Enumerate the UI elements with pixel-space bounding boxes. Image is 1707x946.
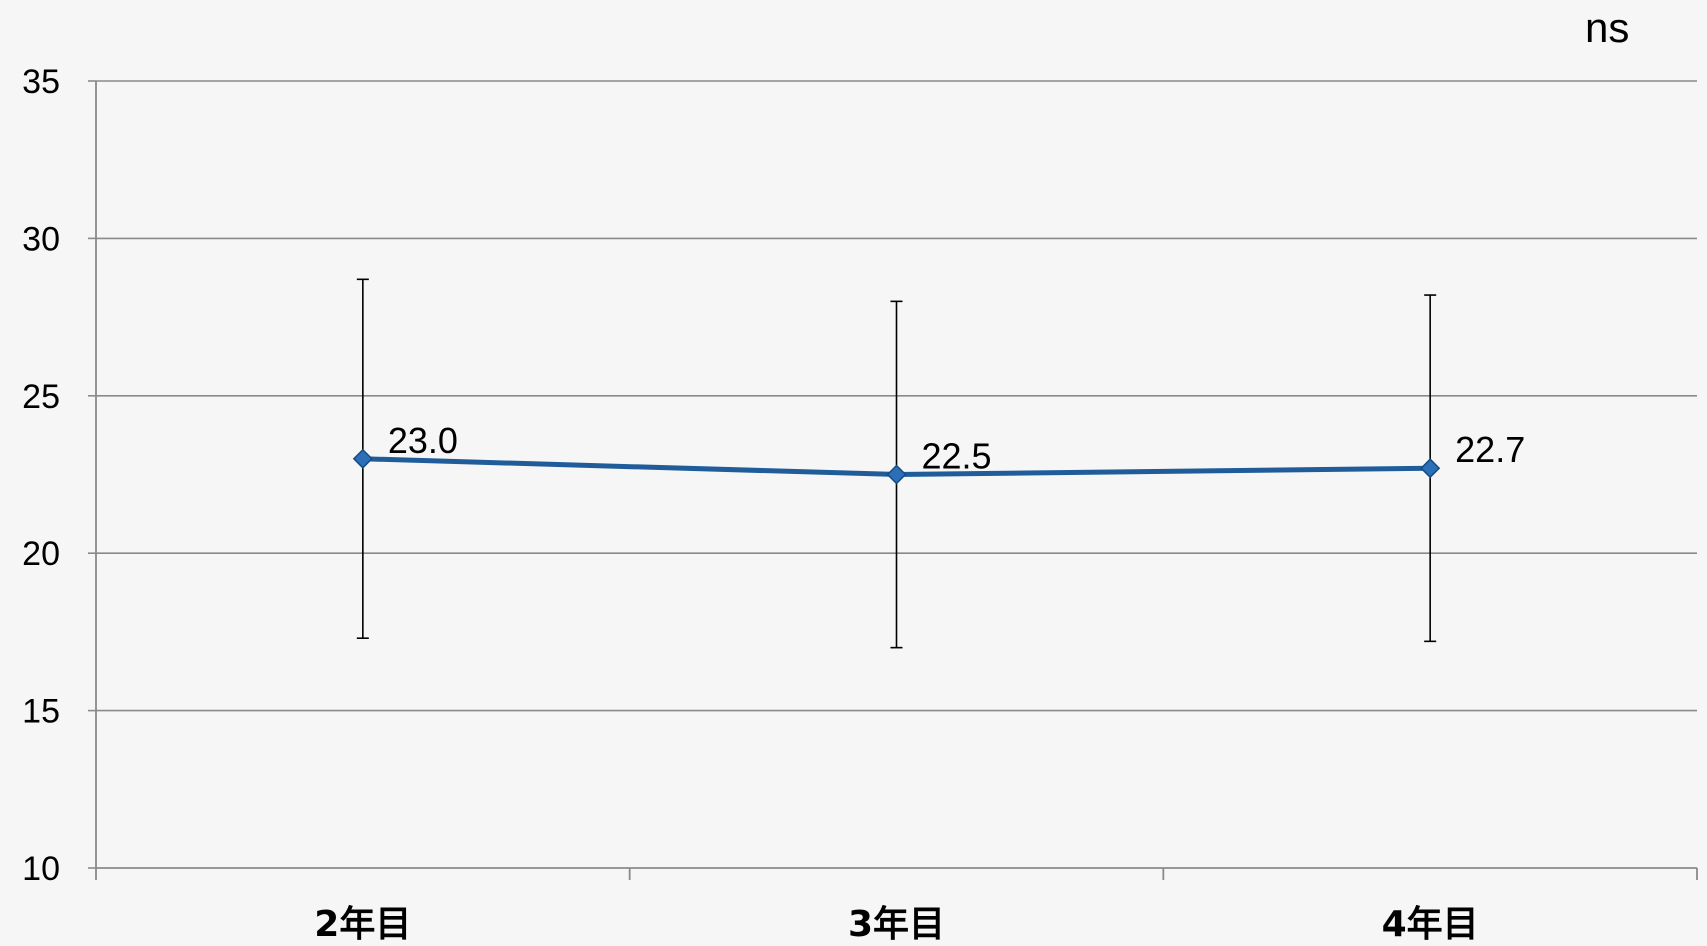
x-tick-labels: 2年目 3年目 4年目 bbox=[314, 904, 1478, 945]
data-points bbox=[352, 448, 1441, 485]
y-tick-label-25: 25 bbox=[22, 378, 60, 416]
x-tick-label-1: 2年目 bbox=[314, 904, 411, 945]
axes bbox=[88, 80, 1698, 880]
x-tick-label-2: 3年目 bbox=[848, 904, 945, 945]
y-tick-label-20: 20 bbox=[22, 535, 60, 573]
data-label-3: 22.7 bbox=[1455, 429, 1525, 470]
data-point-1 bbox=[352, 448, 373, 469]
y-tick-label-10: 10 bbox=[22, 850, 60, 888]
data-label-2: 22.5 bbox=[922, 436, 992, 477]
y-tick-labels: 10 15 20 25 30 35 bbox=[22, 63, 60, 888]
x-tick-label-3: 4年目 bbox=[1382, 904, 1479, 945]
ns-annotation: ns bbox=[1585, 4, 1629, 51]
data-label-1: 23.0 bbox=[388, 420, 458, 461]
y-tick-label-35: 35 bbox=[22, 63, 60, 101]
y-tick-label-15: 15 bbox=[22, 693, 60, 731]
data-labels: 23.0 22.5 22.7 bbox=[388, 420, 1525, 477]
data-point-2 bbox=[886, 464, 907, 485]
data-point-3 bbox=[1420, 458, 1441, 479]
y-tick-label-30: 30 bbox=[22, 220, 60, 258]
